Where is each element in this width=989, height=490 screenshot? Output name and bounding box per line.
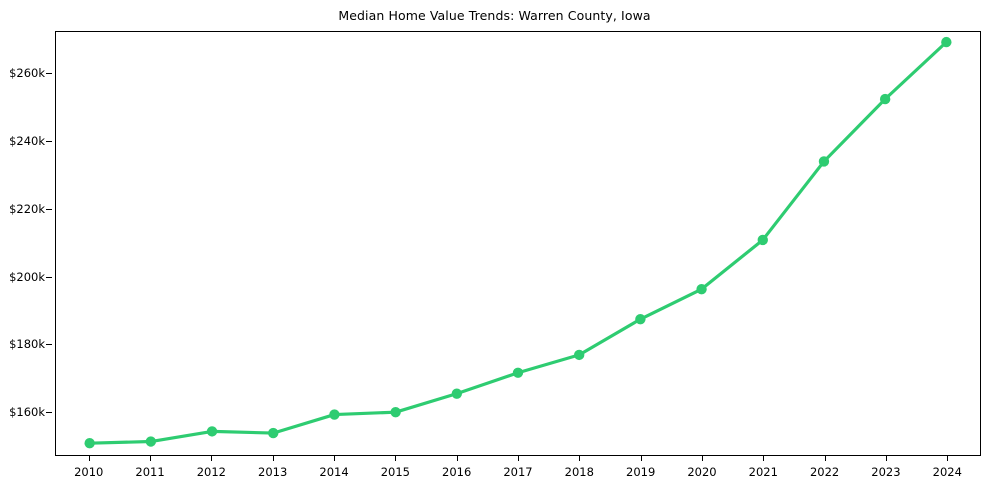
data-point-marker — [84, 438, 95, 449]
data-point-marker — [757, 234, 768, 246]
x-axis-tick-label: 2023 — [871, 465, 901, 479]
median-home-value-line — [88, 40, 948, 445]
x-axis-tick-mark — [640, 456, 642, 461]
data-point-marker — [879, 93, 891, 105]
y-axis-tick-label: $160k — [9, 404, 45, 419]
x-axis-tick-label: 2015 — [380, 465, 410, 479]
x-axis-tick-mark — [150, 456, 152, 461]
x-axis-tick-mark — [334, 456, 336, 461]
y-axis-tick-mark — [46, 141, 52, 143]
y-axis-tick-label: $200k — [9, 269, 45, 284]
y-axis-tick-label: $180k — [9, 337, 45, 352]
x-axis-tick-label: 2022 — [809, 465, 840, 479]
y-axis-tick-label: $220k — [9, 201, 45, 216]
x-axis-tick-mark — [456, 456, 458, 461]
chart-title: Median Home Value Trends: Warren County,… — [338, 8, 651, 23]
data-point-marker — [329, 409, 340, 420]
x-axis-tick-label: 2011 — [135, 465, 165, 479]
x-axis-tick-label: 2013 — [258, 465, 288, 479]
data-point-marker — [268, 427, 279, 439]
data-point-marker — [635, 313, 646, 325]
x-axis-tick-mark — [395, 456, 397, 461]
median-home-value-markers — [84, 36, 952, 449]
y-axis-tick-mark — [46, 411, 52, 413]
x-axis-tick-mark — [947, 456, 949, 461]
x-axis-tick-label: 2012 — [196, 465, 227, 479]
x-axis-tick-labels: 2010 2011 2012 2013 2014 2015 2016 2017 2018 2019… — [0, 456, 989, 490]
x-axis-tick-marks — [0, 456, 989, 466]
x-axis-tick-label: 2016 — [442, 465, 472, 479]
x-axis-tick-label: 2024 — [932, 465, 962, 479]
plot-frame — [55, 31, 981, 456]
data-point-marker — [941, 36, 952, 48]
data-point-marker — [451, 388, 463, 399]
data-point-marker — [573, 349, 585, 361]
x-axis-tick-mark — [518, 456, 519, 461]
data-point-marker — [696, 283, 707, 295]
y-axis-tick-labels: $160k $180k $200k $220k $240k $260k — [0, 31, 45, 456]
x-axis-tick-mark — [824, 456, 826, 461]
x-axis-tick-mark — [211, 456, 213, 461]
x-axis-tick-label: 2010 — [74, 465, 104, 479]
data-point-marker — [818, 156, 830, 167]
y-axis-tick-label: $240k — [9, 134, 45, 149]
x-axis-tick-label: 2014 — [319, 465, 349, 479]
y-axis-tick-marks — [0, 31, 55, 456]
y-axis-tick-label: $260k — [9, 66, 45, 81]
x-axis-tick-mark — [885, 456, 887, 461]
x-axis-tick-mark — [88, 456, 90, 461]
data-point-marker — [512, 367, 524, 378]
y-axis-tick-mark — [46, 344, 52, 346]
x-axis-tick-mark — [579, 456, 581, 461]
data-point-marker — [145, 436, 157, 447]
x-axis-tick-label: 2017 — [503, 465, 533, 479]
x-axis-tick-label: 2020 — [687, 465, 717, 479]
line-series-plot — [84, 36, 952, 449]
x-axis-tick-mark — [763, 456, 765, 461]
x-axis-tick-mark — [701, 456, 703, 461]
x-axis-tick-mark — [272, 456, 274, 461]
x-axis-tick-label: 2019 — [626, 465, 656, 479]
data-point-marker — [206, 426, 218, 437]
y-axis-tick-mark — [46, 208, 52, 210]
y-axis-tick-mark — [46, 73, 52, 75]
data-point-marker — [390, 407, 401, 418]
x-axis-tick-label: 2018 — [564, 465, 594, 479]
x-axis-tick-label: 2021 — [748, 465, 778, 479]
y-axis-tick-mark — [46, 276, 52, 278]
